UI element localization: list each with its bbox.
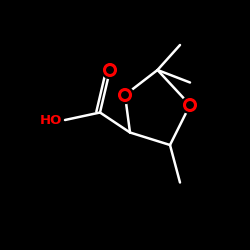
- Circle shape: [102, 62, 118, 78]
- Circle shape: [182, 96, 198, 114]
- Text: HO: HO: [40, 114, 62, 126]
- Circle shape: [116, 86, 134, 104]
